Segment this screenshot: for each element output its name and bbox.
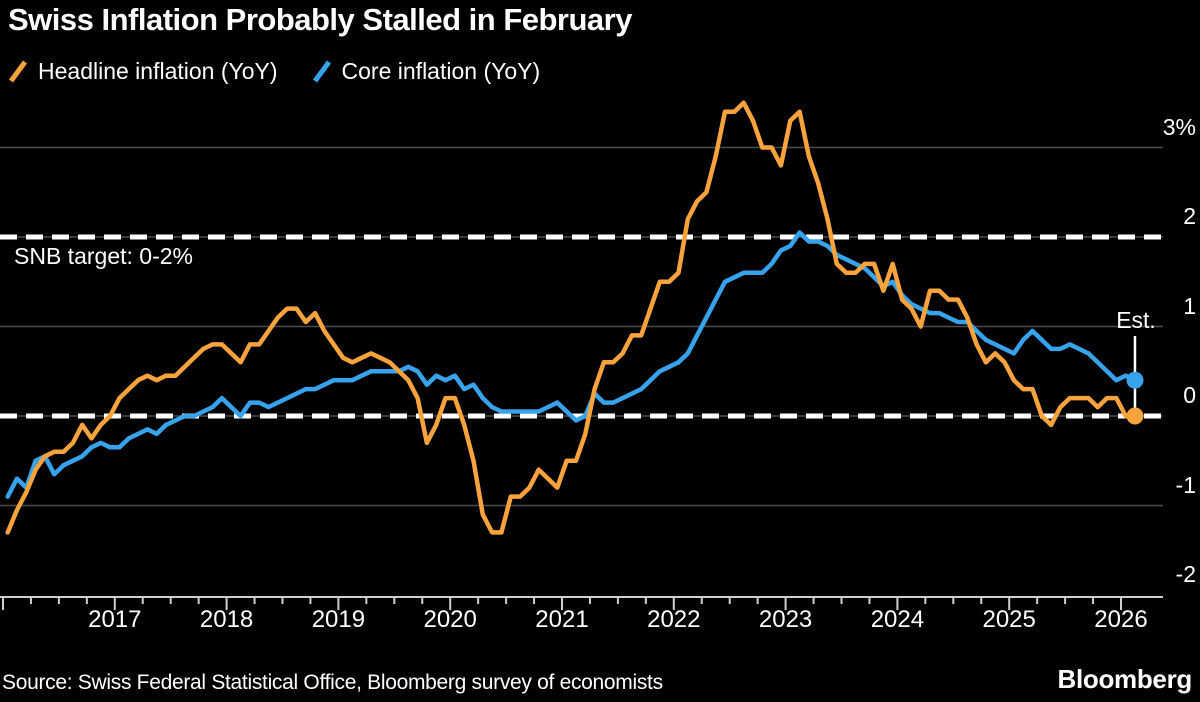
y-axis-label--2: -2 bbox=[1175, 561, 1196, 587]
source-note: Source: Swiss Federal Statistical Office… bbox=[2, 671, 663, 694]
x-axis-label-2021: 2021 bbox=[535, 606, 589, 633]
legend-item-headline: Headline inflation (YoY) bbox=[8, 58, 278, 85]
x-axis-label-2019: 2019 bbox=[311, 606, 366, 633]
bloomberg-logo: Bloomberg bbox=[1057, 664, 1192, 694]
legend: Headline inflation (YoY) Core inflation … bbox=[8, 58, 540, 85]
y-axis-label-0: 0 bbox=[1183, 382, 1196, 408]
x-axis-label-2026: 2026 bbox=[1094, 606, 1148, 633]
headline-slash-stroke bbox=[8, 60, 28, 83]
estimate-annotation: Est. bbox=[1116, 307, 1156, 333]
snb-target-annotation: SNB target: 0-2% bbox=[14, 243, 193, 269]
y-axis-label--1: -1 bbox=[1175, 471, 1196, 498]
y-axis-label-3%: 3% bbox=[1162, 113, 1196, 140]
legend-label-headline: Headline inflation (YoY) bbox=[38, 58, 278, 84]
core-estimate-dot bbox=[1126, 371, 1144, 389]
headline-line bbox=[5, 100, 1138, 535]
x-axis-label-2025: 2025 bbox=[982, 606, 1036, 633]
legend-label-core: Core inflation (YoY) bbox=[341, 58, 541, 84]
y-axis-label-2: 2 bbox=[1183, 203, 1196, 229]
x-axis-label-2020: 2020 bbox=[423, 606, 477, 633]
chart-title: Swiss Inflation Probably Stalled in Febr… bbox=[8, 2, 632, 37]
core-slash-icon bbox=[312, 60, 331, 83]
core-slash-stroke bbox=[312, 60, 331, 83]
legend-item-core: Core inflation (YoY) bbox=[312, 58, 541, 85]
headline-slash-icon bbox=[8, 60, 28, 83]
y-axis-label-1: 1 bbox=[1183, 292, 1196, 319]
x-axis-label-2022: 2022 bbox=[647, 606, 701, 633]
x-axis-label-2017: 2017 bbox=[88, 606, 142, 633]
x-axis-label-2018: 2018 bbox=[199, 606, 254, 633]
headline-estimate-dot bbox=[1126, 407, 1144, 425]
x-axis-label-2023: 2023 bbox=[758, 606, 813, 633]
x-axis-label-2024: 2024 bbox=[870, 606, 925, 633]
core-line bbox=[5, 230, 1138, 499]
